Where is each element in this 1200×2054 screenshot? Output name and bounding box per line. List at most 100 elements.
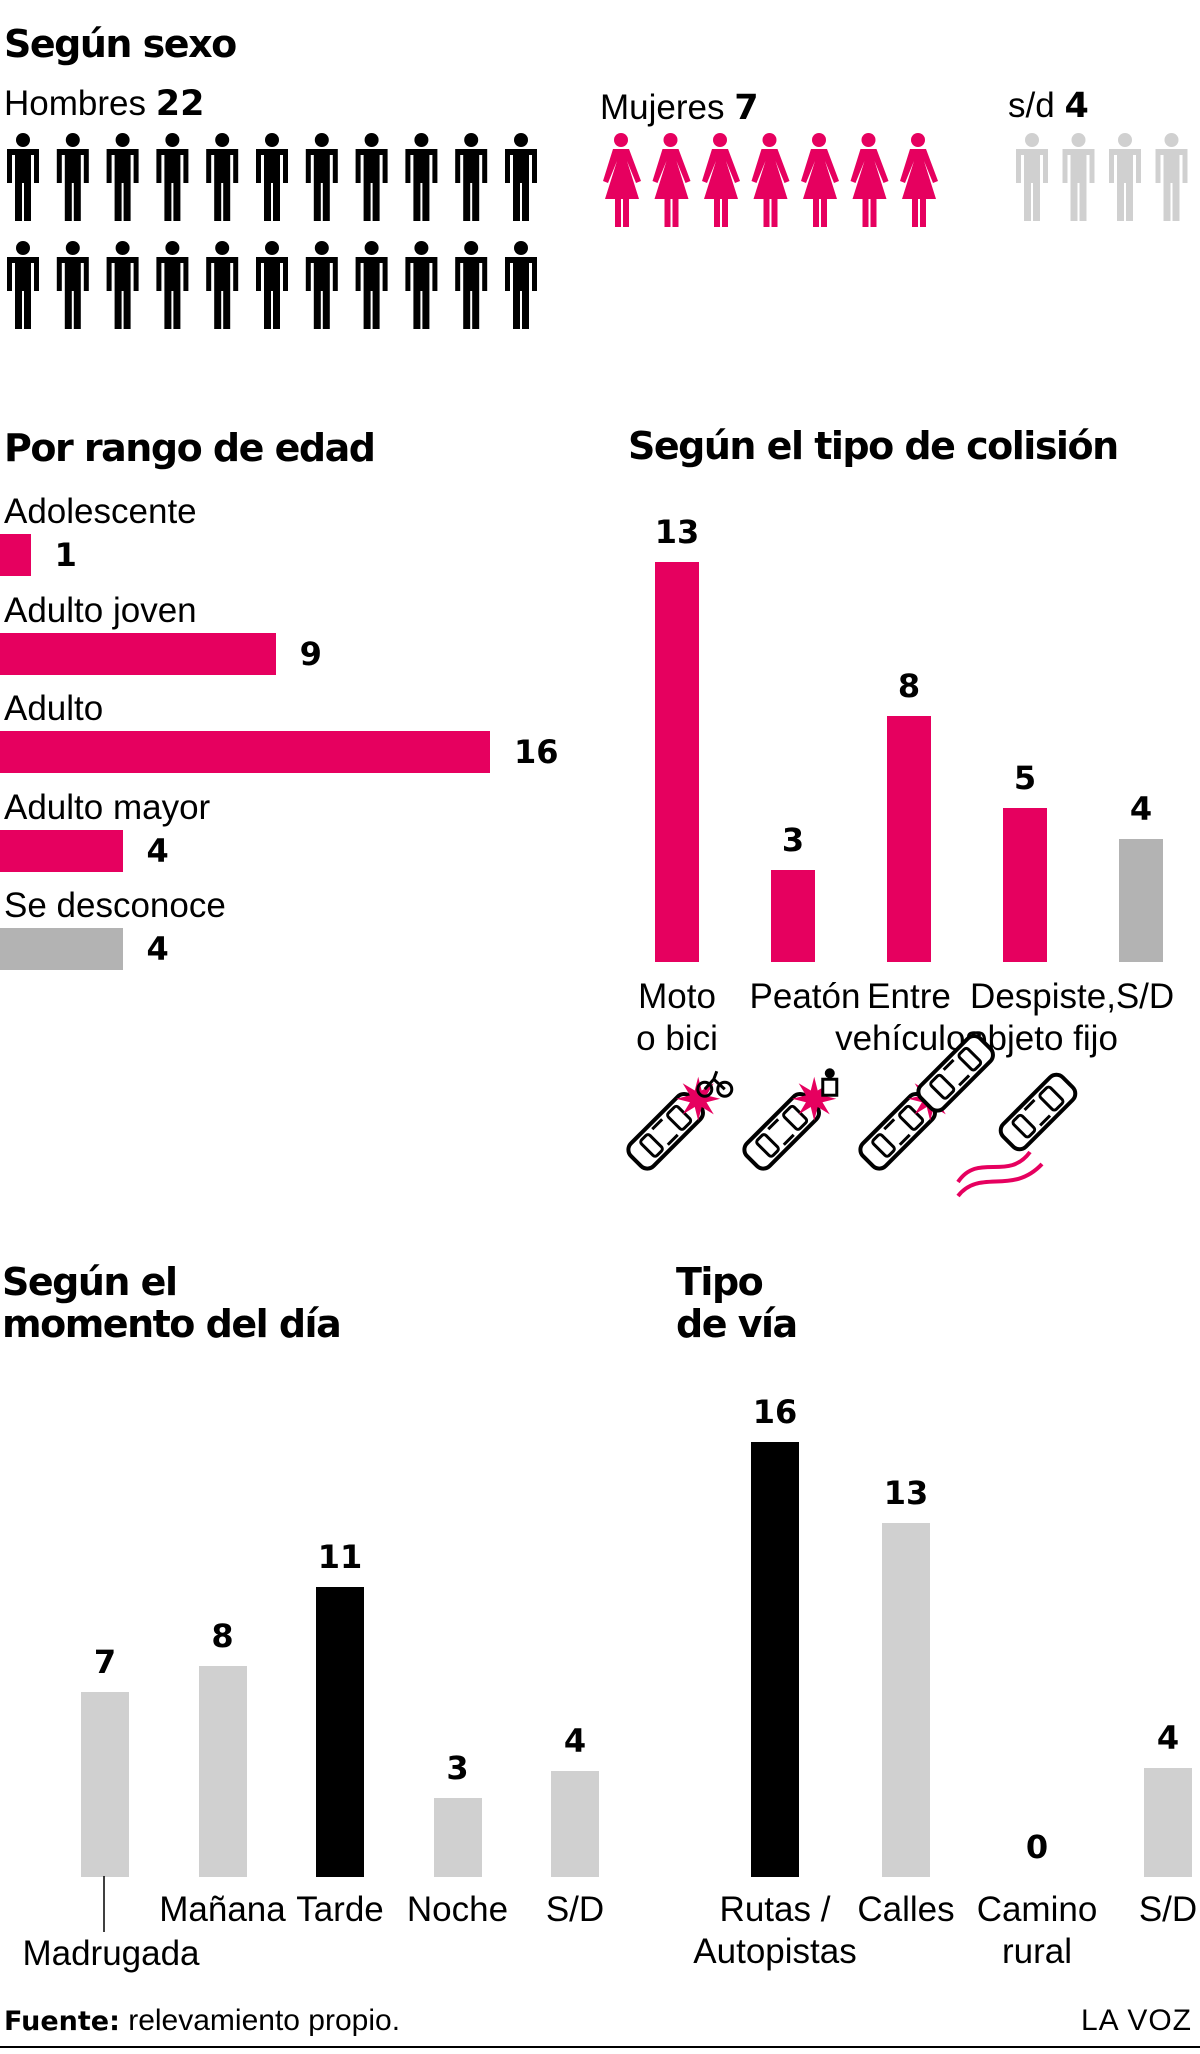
person-icon — [1155, 133, 1188, 221]
person-icon — [1062, 133, 1095, 221]
via-bar — [1144, 1768, 1192, 1877]
brand-logo: LA VOZ — [1080, 2004, 1192, 2037]
person-icon — [455, 241, 488, 329]
edad-value-label: 16 — [514, 733, 559, 771]
person-icon — [56, 133, 89, 221]
person-icon — [1016, 133, 1048, 221]
momento-title: Según el momento del día — [2, 1260, 342, 1346]
edad-bar — [0, 731, 490, 773]
person-icon — [56, 241, 89, 329]
hombres-value: 22 — [155, 84, 205, 124]
momento-bar — [551, 1771, 599, 1877]
via-title: Tipo de vía — [676, 1261, 798, 1346]
person-icon — [305, 241, 338, 329]
person-icon — [206, 133, 239, 221]
via-category-label: Camino rural — [976, 1890, 1098, 1971]
edad-category-label: Adulto — [4, 689, 104, 728]
edad-category-label: Se desconoce — [4, 886, 226, 925]
mujeres-legend: Mujeres 7 — [600, 90, 759, 126]
via-bar — [882, 1523, 930, 1877]
colision-category-label: Moto o bici — [636, 977, 718, 1058]
source-label: Fuente: — [4, 2006, 120, 2037]
via-category-label: Rutas / Autopistas — [693, 1890, 857, 1971]
momento-title-line1: Según el — [2, 1260, 178, 1304]
hombres-icons — [7, 133, 537, 329]
momento-category-label: Madrugada — [22, 1934, 200, 1973]
edad-value-label: 4 — [146, 930, 169, 968]
colision-value-label: 13 — [654, 512, 700, 551]
momento-value-label: 3 — [446, 1748, 469, 1787]
person-icon — [505, 133, 537, 221]
person-icon — [355, 241, 388, 329]
edad-value-label: 4 — [146, 831, 169, 870]
person-icon — [801, 133, 839, 227]
mujeres-value: 7 — [734, 88, 759, 128]
via-value-label: 16 — [752, 1392, 798, 1431]
colision-value-label: 8 — [897, 666, 921, 705]
via-category-label: Calles — [857, 1890, 955, 1929]
momento-bar — [198, 1665, 247, 1877]
colision-bar — [1003, 808, 1047, 962]
sd-icons — [1016, 133, 1188, 221]
momento-value-label: 8 — [211, 1616, 234, 1655]
person-icon — [850, 133, 889, 227]
edad-title: Por rango de edad — [4, 426, 376, 470]
person-icon — [355, 133, 388, 221]
colision-title: Según el tipo de colisión — [628, 424, 1119, 468]
via-value-label: 13 — [883, 1474, 929, 1513]
hombres-legend: Hombres 22 — [4, 86, 204, 122]
sd-label: s/d — [1008, 86, 1055, 125]
person-icon — [652, 133, 691, 227]
colision-bar — [655, 561, 699, 962]
edad-value-label: 9 — [299, 634, 322, 673]
mujeres-icons — [603, 133, 938, 227]
person-icon — [702, 133, 740, 227]
via-value-label: 0 — [1025, 1828, 1049, 1866]
person-icon — [256, 241, 288, 329]
colision-category-label: Despiste, objeto fijo — [968, 977, 1118, 1058]
momento-category-label: S/D — [545, 1890, 605, 1929]
colision-value-label: 3 — [781, 820, 805, 859]
person-icon — [7, 133, 39, 221]
person-icon — [405, 133, 438, 221]
sd-legend: s/d 4 — [1008, 88, 1089, 124]
source-note: Fuente: relevamiento propio. — [4, 2004, 400, 2038]
person-icon — [106, 241, 139, 329]
via-bar — [751, 1441, 799, 1877]
car-car-crash-icon — [858, 1034, 995, 1171]
colision-bar — [887, 715, 931, 962]
person-icon — [455, 133, 488, 221]
footer-rule — [0, 2046, 1200, 2048]
momento-bar — [316, 1586, 364, 1877]
colision-bar — [771, 869, 815, 962]
colision-category-label: S/D — [1115, 977, 1175, 1016]
hombres-label: Hombres — [4, 84, 146, 123]
edad-bar — [0, 829, 123, 872]
momento-value-label: 11 — [317, 1537, 363, 1576]
car-skid-icon — [956, 1072, 1078, 1198]
car-pedestrian-crash-icon — [742, 1068, 839, 1171]
momento-category-label: Tarde — [296, 1890, 384, 1929]
edad-bar — [0, 534, 31, 576]
person-icon — [106, 133, 139, 221]
car-bike-crash-icon — [626, 1070, 734, 1171]
edad-value-label: 1 — [54, 536, 77, 574]
person-icon — [603, 133, 641, 227]
person-icon — [1109, 133, 1141, 221]
via-title-line2: de vía — [676, 1301, 798, 1346]
sd-value: 4 — [1064, 86, 1089, 126]
colision-bar — [1119, 838, 1163, 962]
momento-bar — [433, 1797, 482, 1877]
edad-bar — [0, 632, 276, 675]
person-icon — [256, 133, 288, 221]
mujeres-label: Mujeres — [600, 88, 725, 127]
madrugada-leader-line — [103, 1876, 105, 1932]
person-icon — [505, 241, 537, 329]
colision-value-label: 5 — [1013, 759, 1037, 797]
colision-value-label: 4 — [1129, 789, 1153, 828]
person-icon — [206, 241, 239, 329]
edad-category-label: Adolescente — [4, 492, 197, 531]
person-icon — [156, 133, 189, 221]
colision-category-label: Peatón — [749, 977, 861, 1016]
person-icon — [900, 133, 938, 227]
